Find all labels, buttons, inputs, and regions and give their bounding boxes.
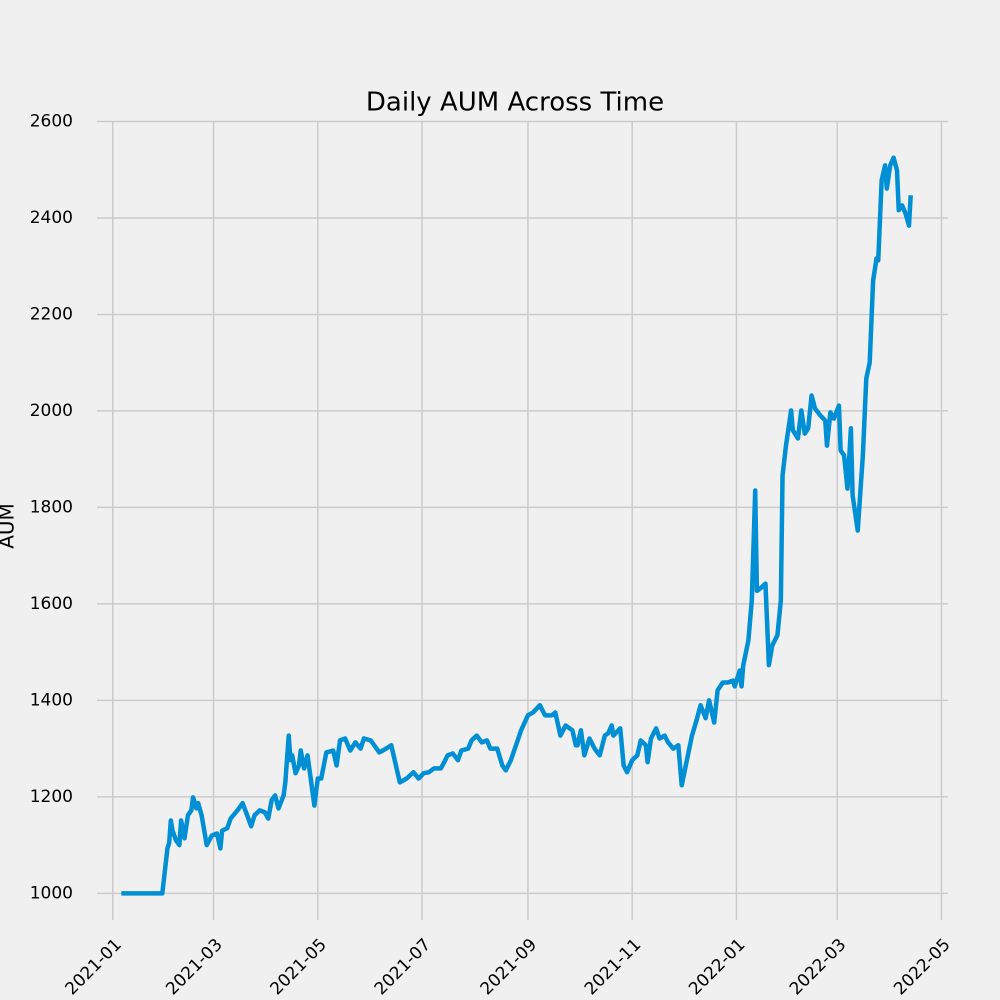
y-axis-label: AUM [0,503,19,549]
chart-title: Daily AUM Across Time [366,88,664,118]
y-tick-label: 1200 [30,787,73,807]
y-tick-label: 1400 [30,690,73,710]
y-tick-label: 1600 [30,594,73,614]
data-line [121,155,913,896]
y-tick-label: 2200 [30,304,73,324]
y-tick-label: 2000 [30,401,73,421]
y-tick-label: 2400 [30,208,73,228]
y-tick-label: 1800 [30,497,73,517]
y-tick-label: 1000 [30,883,73,903]
y-tick-label: 2600 [30,111,73,131]
